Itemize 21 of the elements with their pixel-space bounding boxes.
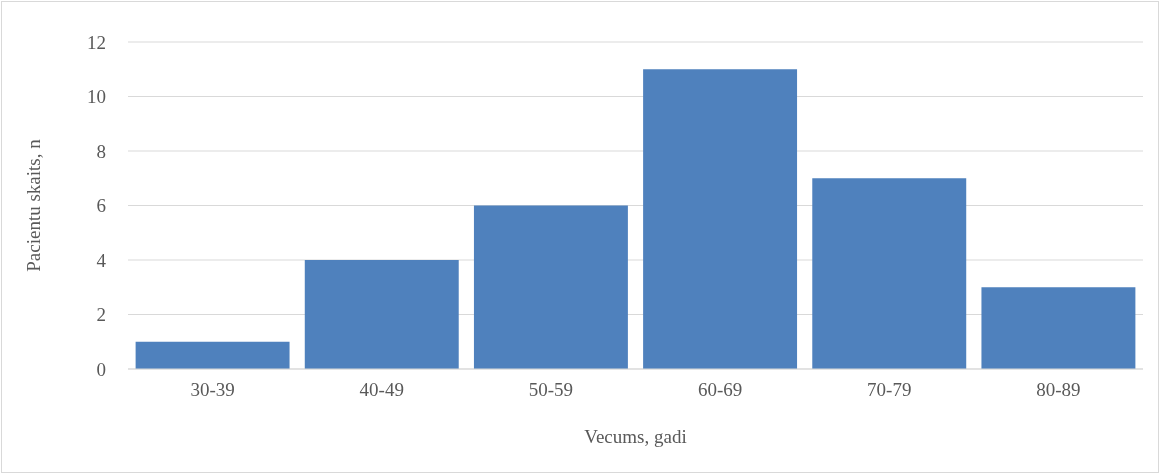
bar: [135, 341, 290, 369]
x-tick-label: 60-69: [697, 379, 743, 401]
y-tick-label: 2: [96, 304, 106, 326]
bar: [304, 260, 459, 369]
x-tick-label: 80-89: [1036, 379, 1081, 401]
bar: [473, 205, 628, 369]
bar: [812, 178, 967, 369]
x-tick-label: 70-79: [867, 379, 912, 401]
y-tick-label: 6: [96, 195, 106, 217]
y-tick-label: 10: [87, 86, 106, 108]
y-tick-label: 12: [87, 31, 106, 53]
bar: [643, 69, 798, 369]
x-tick-label: 30-39: [190, 379, 235, 401]
x-tick-label: 50-59: [528, 379, 574, 401]
y-tick-label: 4: [96, 249, 107, 271]
x-axis-title: Vecums, gadi: [584, 426, 687, 447]
bar: [981, 287, 1136, 369]
y-tick-label: 8: [96, 140, 106, 162]
x-tick-label: 40-49: [359, 379, 404, 401]
y-tick-label: 0: [96, 358, 106, 380]
y-axis-title: Pacientu skaits, n: [23, 138, 44, 272]
